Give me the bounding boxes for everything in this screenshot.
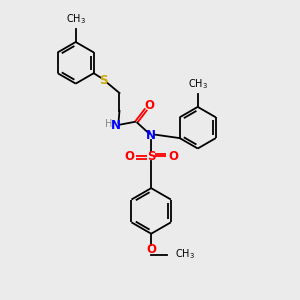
Text: N: N <box>146 129 156 142</box>
Text: CH$_3$: CH$_3$ <box>175 248 195 261</box>
Text: O: O <box>144 99 154 112</box>
Text: CH$_3$: CH$_3$ <box>66 12 86 26</box>
Text: H: H <box>105 119 112 129</box>
Text: S: S <box>99 74 108 87</box>
Text: CH$_3$: CH$_3$ <box>188 77 208 91</box>
Text: N: N <box>110 119 121 132</box>
Text: O: O <box>168 150 178 163</box>
Text: O: O <box>124 150 134 163</box>
Text: S: S <box>147 150 155 163</box>
Text: O: O <box>146 243 156 256</box>
